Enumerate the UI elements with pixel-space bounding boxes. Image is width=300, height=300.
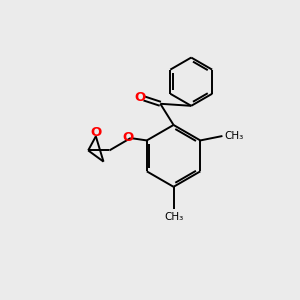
Text: CH₃: CH₃ xyxy=(164,212,183,222)
Text: O: O xyxy=(90,126,101,139)
Text: CH₃: CH₃ xyxy=(224,131,243,141)
Text: O: O xyxy=(135,91,146,104)
Text: O: O xyxy=(123,131,134,144)
